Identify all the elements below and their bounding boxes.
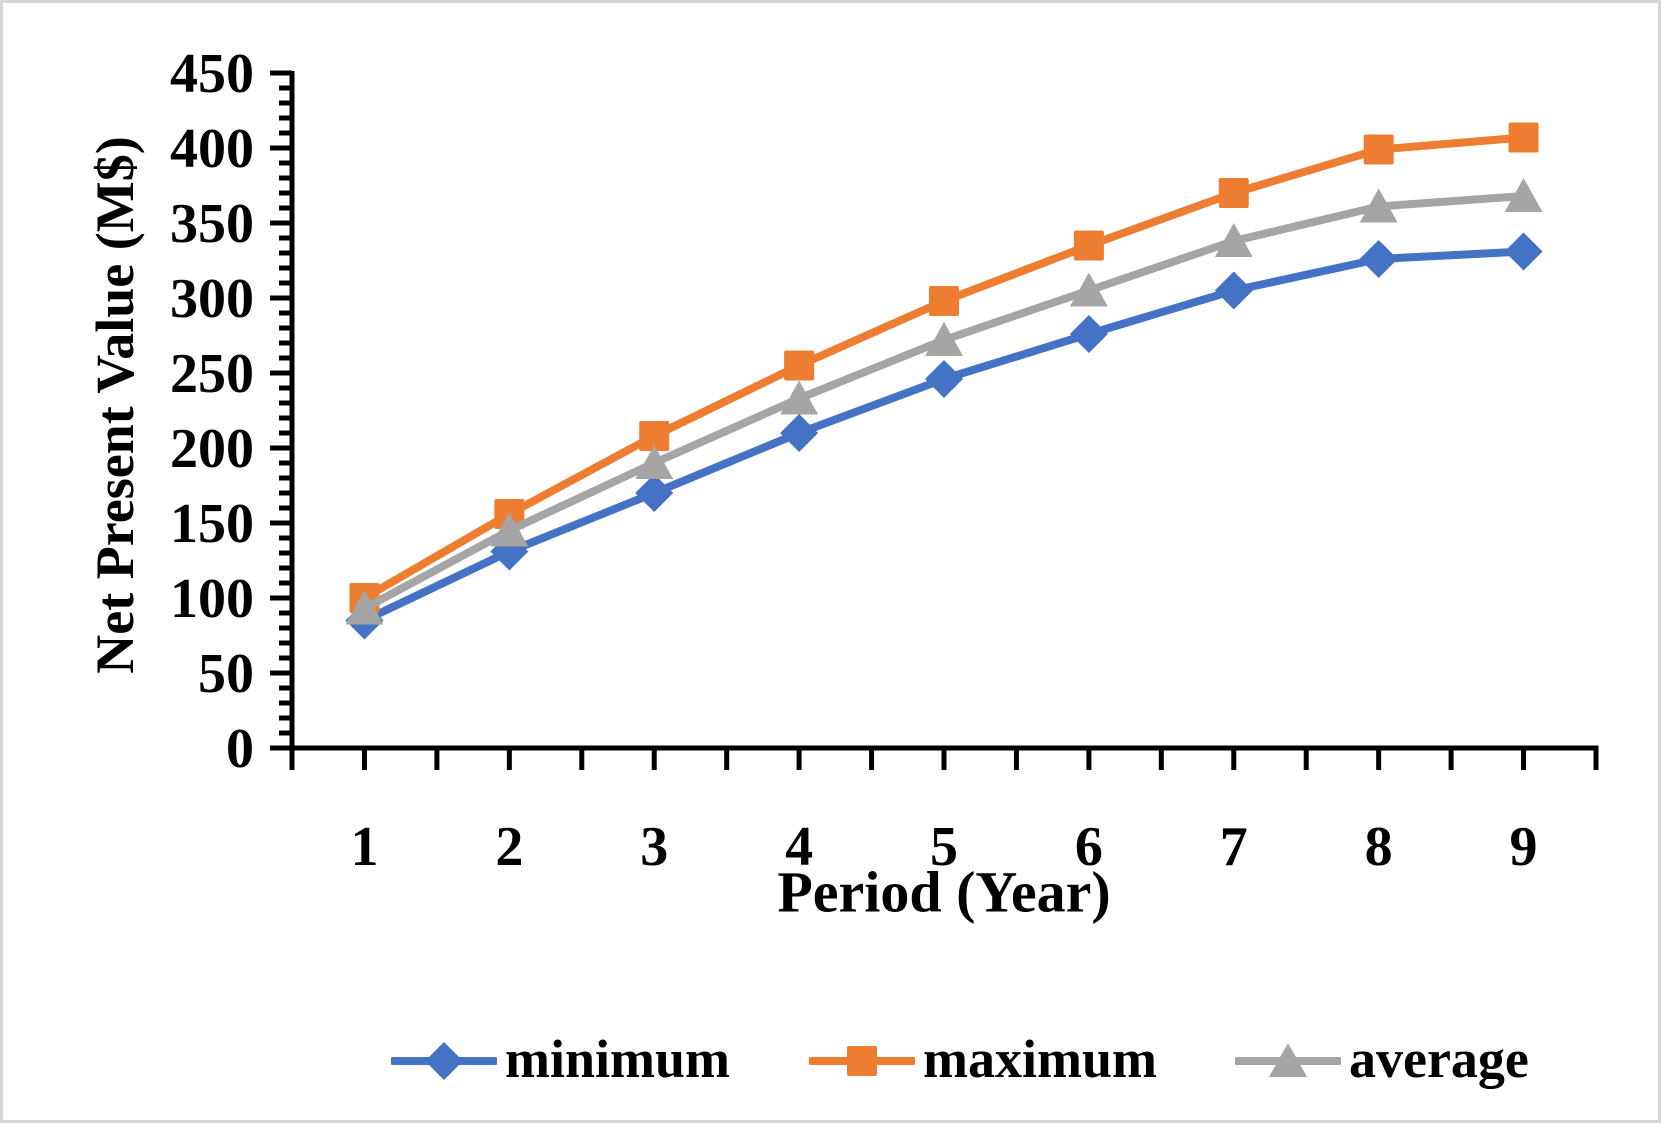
x-tick-label: 4 [785,816,813,878]
legend-marker-shape-maximum [847,1046,877,1076]
legend-label-minimum: minimum [505,1029,731,1089]
y-tick-label: 300 [170,268,254,330]
legend: minimum maximum average [3,1029,1658,1093]
marker-minimum [1359,240,1398,278]
marker-average [925,322,963,356]
series-average [345,178,1543,625]
y-tick-label: 250 [170,343,254,405]
marker-maximum [1073,230,1104,261]
marker-maximum [1218,178,1249,208]
marker-average [490,512,529,547]
marker-maximum [1363,134,1394,165]
legend-entry-maximum: maximum [809,1029,1157,1093]
legend-marker-shape-minimum [425,1042,463,1080]
legend-entry-minimum: minimum [391,1029,730,1093]
legend-entry-average: average [1235,1029,1529,1093]
marker-average [1069,272,1108,307]
y-tick-label: 450 [170,43,254,105]
x-tick-label: 2 [495,816,523,878]
x-tick-label: 8 [1365,816,1393,878]
series-minimum [345,232,1543,640]
marker-average [1359,188,1398,223]
marker-average [780,380,819,415]
legend-marker-shape-average [1269,1043,1307,1077]
plot-area: 0 50 100 150 200 250 300 350 400 450 1 2 3 4 5 6 7 8 9 [170,43,1599,878]
marker-minimum [635,474,674,512]
y-tick-label: 200 [170,418,254,480]
marker-average [1504,178,1543,212]
series-line-average [360,192,1528,613]
marker-maximum [929,286,959,316]
marker-minimum [780,414,819,452]
legend-marker-minimum [391,1042,497,1080]
x-axis-title: Period (Year) [777,859,1111,925]
legend-label-average: average [1349,1029,1529,1089]
y-tick-label: 150 [170,493,254,555]
x-tick-label: 3 [640,816,668,878]
y-tick-label: 50 [198,643,254,705]
marker-maximum [639,421,670,451]
y-tick-label: 400 [170,118,254,180]
marker-maximum [784,350,815,381]
x-tick-label: 1 [350,816,378,878]
y-tick-label: 350 [170,193,254,255]
marker-minimum [1504,232,1543,271]
y-tick-label: 100 [170,568,254,630]
x-tick-label: 9 [1510,816,1538,878]
x-tick-label: 7 [1220,816,1248,878]
legend-marker-maximum [809,1046,915,1076]
marker-minimum [925,360,963,398]
marker-average [345,590,384,625]
legend-label-maximum: maximum [923,1029,1157,1089]
y-axis-title: Net Present Value (M$) [85,136,145,674]
y-tick-label: 0 [226,718,254,780]
legend-marker-average [1235,1043,1341,1077]
marker-average [1214,223,1253,257]
marker-minimum [1069,315,1108,353]
x-tick-label: 6 [1075,816,1103,878]
marker-maximum [1508,122,1539,153]
marker-average [635,445,674,479]
x-tick-label: 5 [930,816,958,878]
marker-minimum [1214,271,1253,310]
